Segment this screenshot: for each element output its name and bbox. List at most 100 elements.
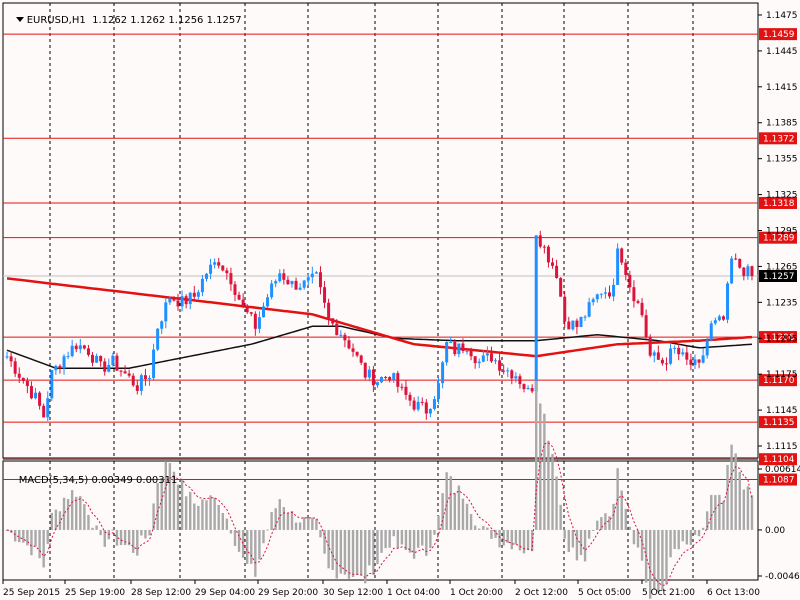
macd-header: MACD(5,34,5) 0.00349 0.00311 [6, 464, 178, 497]
candle [489, 346, 493, 363]
price-level-tag [759, 453, 797, 466]
candle [469, 347, 473, 361]
macd-tick-label: 0.00 [765, 526, 785, 536]
candle-body [164, 302, 168, 322]
candle-body [677, 347, 681, 355]
price-tick-label: 1.1265 [766, 262, 798, 272]
macd-bar [661, 529, 664, 591]
candle-body [498, 360, 502, 371]
candle-body [546, 246, 550, 263]
candle [160, 320, 164, 334]
candle-body [209, 264, 213, 274]
candle-body [367, 369, 371, 378]
candle-body [485, 353, 489, 356]
candle-body [616, 248, 620, 285]
candle [701, 348, 705, 364]
macd-bar [498, 529, 501, 548]
macd-bar [583, 529, 587, 562]
candle [526, 385, 530, 390]
macd-pane-border [2, 460, 759, 581]
candle [200, 274, 204, 297]
candlestick-series [5, 230, 754, 422]
candle [286, 276, 290, 285]
candle [660, 357, 664, 366]
candle-body [612, 284, 616, 297]
macd-bar [571, 529, 575, 548]
candle-body [750, 266, 754, 276]
candle-body [123, 371, 127, 374]
candle-body [25, 380, 29, 387]
macd-bar [54, 509, 58, 530]
macd-bar [624, 508, 627, 530]
candle-body [78, 345, 82, 350]
candle [225, 267, 229, 280]
time-tick-label: 6 Oct 13:00 [707, 588, 760, 598]
candle-body [583, 316, 587, 318]
candle-body [660, 359, 664, 364]
candle-body [563, 296, 567, 322]
macd-bar [392, 529, 395, 537]
candle [371, 365, 375, 393]
candle [119, 369, 123, 377]
candle [416, 396, 420, 412]
candle-body [559, 278, 563, 297]
candle-body [318, 272, 322, 288]
candle-body [701, 355, 705, 363]
candle [392, 372, 396, 384]
candle [652, 350, 656, 363]
candle-body [180, 296, 184, 307]
candle-body [115, 355, 119, 371]
candle-body [652, 352, 656, 356]
candle-body [424, 402, 428, 414]
candle [245, 303, 249, 314]
candle [359, 354, 363, 366]
macd-bar [648, 529, 652, 599]
candle [46, 391, 50, 422]
candle [204, 272, 208, 282]
time-tick-label: 1 Oct 04:00 [387, 588, 440, 598]
candle-body [21, 377, 25, 381]
candle [640, 298, 644, 318]
candle-body [640, 302, 644, 316]
candle-body [34, 392, 38, 399]
macd-bar [62, 497, 66, 530]
candle-body [404, 386, 408, 395]
candle [400, 383, 404, 391]
macd-bar [742, 489, 746, 530]
candle [579, 316, 583, 328]
macd-values: 0.00349 0.00311 [91, 475, 178, 486]
candle [693, 354, 697, 370]
macd-bar [144, 529, 147, 539]
macd-bar [612, 503, 615, 530]
macd-bar [530, 529, 534, 552]
candle [78, 338, 82, 354]
candle-body [542, 246, 546, 248]
candle [274, 279, 278, 288]
candle [518, 373, 522, 389]
candle-body [388, 377, 392, 381]
candle-body [489, 353, 493, 362]
candle-body [746, 266, 750, 277]
candle-body [437, 383, 441, 400]
candle-body [355, 351, 359, 356]
macd-bar [233, 529, 237, 546]
candle [17, 367, 21, 384]
candle-body [428, 408, 432, 414]
candle-body [257, 317, 261, 329]
macd-bar [180, 479, 184, 530]
macd-bar [331, 529, 334, 570]
macd-bar [596, 520, 599, 530]
macd-bar [254, 529, 257, 577]
macd-bar [172, 471, 176, 530]
time-tick-label: 5 Oct 05:00 [578, 588, 631, 598]
triangle-down-icon[interactable] [15, 17, 24, 22]
candle [38, 391, 42, 410]
candle-body [371, 369, 375, 386]
macd-bar [197, 505, 200, 530]
candle [559, 277, 563, 297]
macd-bar [416, 529, 420, 548]
candle-body [74, 345, 78, 350]
horizontal-levels: 1.14591.13721.13181.12891.12061.11701.11… [3, 28, 797, 486]
